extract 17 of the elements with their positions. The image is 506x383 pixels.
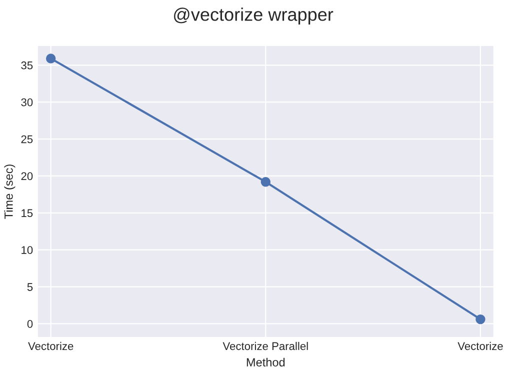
y-tick-label: 5 — [27, 283, 33, 291]
chart-title: @vectorize wrapper — [174, 8, 334, 24]
y-tick-label: 25 — [21, 135, 33, 144]
y-axis-title: Time (sec) — [4, 164, 16, 219]
x-tick-label: Vectorize — [28, 342, 74, 350]
x-tick-label: Vectorize Parallel — [222, 342, 308, 350]
x-tick-label: Vectorize — [458, 342, 503, 350]
y-tick-label: 0 — [27, 320, 33, 328]
y-tick-label: 20 — [21, 172, 33, 180]
y-tick-label: 10 — [22, 246, 33, 254]
y-tick-label: 30 — [21, 98, 33, 106]
x-axis-title: Method — [246, 358, 285, 366]
y-tick-label: 15 — [22, 209, 33, 218]
y-tick-label: 35 — [21, 61, 33, 70]
point — [46, 54, 56, 64]
point — [476, 314, 486, 324]
point — [260, 177, 271, 187]
